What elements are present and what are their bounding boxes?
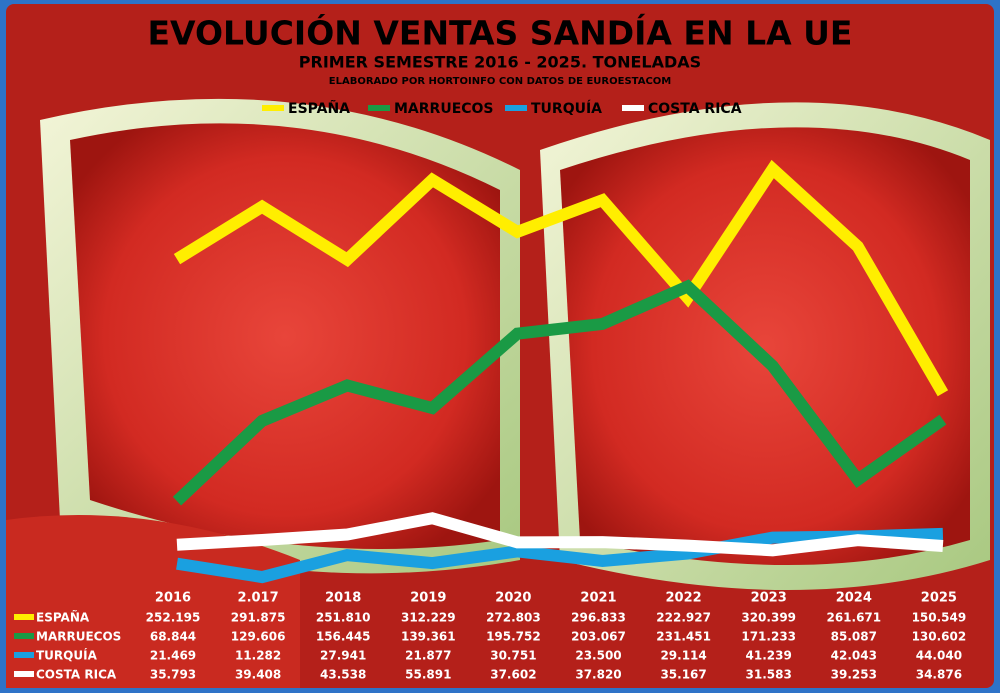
table-value: 150.549: [912, 611, 967, 625]
table-value: 130.602: [912, 630, 967, 644]
legend-label: COSTA RICA: [648, 101, 742, 117]
table-value: 35.167: [660, 668, 706, 682]
table-value: 29.114: [660, 649, 706, 663]
table-value: 252.195: [146, 611, 201, 625]
table-value: 44.040: [916, 649, 962, 663]
table-value: 30.751: [490, 649, 536, 663]
table-value: 222.927: [656, 611, 711, 625]
table-value: 139.361: [401, 630, 456, 644]
table-value: 31.583: [746, 668, 792, 682]
table-value: 320.399: [741, 611, 796, 625]
table-value: 34.876: [916, 668, 962, 682]
x-tick-label: 2022: [666, 591, 702, 606]
table-value: 291.875: [231, 611, 286, 625]
table-value: 171.233: [741, 630, 796, 644]
chart-subtitle: PRIMER SEMESTRE 2016 - 2025. TONELADAS: [299, 53, 701, 72]
x-tick-label: 2021: [580, 591, 616, 606]
table-value: 21.877: [405, 649, 451, 663]
legend-label: MARRUECOS: [394, 101, 494, 117]
table-value: 27.941: [320, 649, 366, 663]
table-value: 55.891: [405, 668, 451, 682]
legend-label: ESPAÑA: [288, 100, 350, 117]
table-value: 296.833: [571, 611, 626, 625]
table-value: 261.671: [826, 611, 881, 625]
flesh: [560, 127, 970, 565]
x-tick-label: 2.017: [238, 591, 279, 606]
series-line: [172, 279, 947, 506]
series-line: [173, 159, 949, 397]
chart-note: ELABORADO POR HORTOINFO CON DATOS DE EUR…: [329, 76, 672, 87]
flesh: [6, 515, 300, 688]
table-value: 37.820: [575, 668, 621, 682]
table-value: 156.445: [316, 630, 371, 644]
table-value: 23.500: [575, 649, 621, 663]
x-tick-label: 2016: [155, 591, 191, 606]
table-value: 272.803: [486, 611, 541, 625]
table-value: 231.451: [656, 630, 711, 644]
table-row-label: ESPAÑA: [36, 610, 90, 625]
flesh: [70, 123, 500, 550]
legend-label: TURQUÍA: [531, 100, 602, 117]
series-line: [176, 527, 944, 584]
x-tick-label: 2023: [751, 591, 787, 606]
table-value: 11.282: [235, 649, 281, 663]
x-tick-label: 2018: [325, 591, 361, 606]
table-value: 195.752: [486, 630, 541, 644]
x-tick-label: 2024: [836, 591, 872, 606]
table-value: 85.087: [831, 630, 877, 644]
table-value: 42.043: [831, 649, 877, 663]
x-tick-label: 2019: [410, 591, 446, 606]
table-row-label: COSTA RICA: [36, 668, 117, 682]
table-value: 43.538: [320, 668, 366, 682]
table-value: 35.793: [150, 668, 196, 682]
table-value: 68.844: [150, 630, 196, 644]
series-line: [176, 512, 944, 557]
table-value: 312.229: [401, 611, 456, 625]
table-value: 37.602: [490, 668, 536, 682]
table-row-label: TURQUÍA: [36, 648, 98, 663]
table-value: 251.810: [316, 611, 371, 625]
table-value: 21.469: [150, 649, 196, 663]
x-tick-label: 2025: [921, 591, 957, 606]
table-value: 129.606: [231, 630, 286, 644]
table-row-label: MARRUECOS: [36, 630, 121, 644]
x-tick-label: 2020: [495, 591, 531, 606]
table-value: 39.253: [831, 668, 877, 682]
table-value: 41.239: [746, 649, 792, 663]
table-value: 203.067: [571, 630, 626, 644]
chart-title: EVOLUCIÓN VENTAS SANDÍA EN LA UE: [148, 13, 853, 53]
table-value: 39.408: [235, 668, 281, 682]
